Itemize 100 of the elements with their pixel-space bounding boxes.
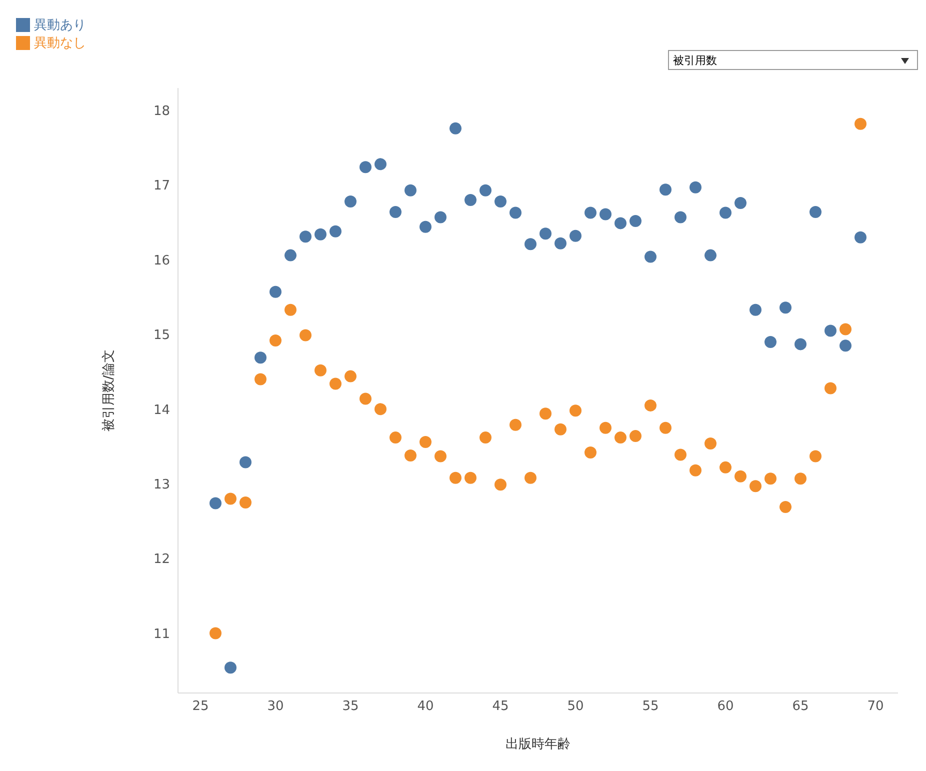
point — [210, 497, 222, 510]
point — [630, 214, 642, 227]
point — [600, 208, 612, 220]
x-axis-title: 出版時年齢 — [506, 737, 570, 752]
y-tick-label: 16 — [153, 253, 170, 268]
point — [270, 334, 282, 346]
point — [540, 228, 552, 240]
x-tick-label: 60 — [717, 699, 734, 714]
legend-label: 異動なし — [34, 36, 86, 51]
point — [360, 392, 372, 405]
point — [224, 492, 236, 505]
point — [854, 118, 866, 130]
x-tick-label: 55 — [642, 699, 659, 714]
point — [314, 364, 326, 376]
point — [780, 302, 792, 314]
point — [434, 211, 446, 224]
point — [810, 206, 822, 218]
y-tick-label: 14 — [153, 402, 170, 418]
point — [510, 206, 522, 219]
point — [464, 472, 476, 484]
point — [450, 472, 462, 484]
point — [300, 230, 312, 243]
point — [644, 399, 656, 412]
point — [734, 470, 746, 482]
point — [480, 432, 492, 444]
point — [554, 423, 566, 436]
point — [660, 422, 672, 434]
point — [644, 250, 656, 263]
point — [840, 340, 852, 352]
point — [764, 472, 776, 485]
point — [494, 196, 506, 208]
point — [750, 480, 762, 492]
x-tick-label: 45 — [492, 699, 509, 714]
point — [524, 238, 536, 250]
point — [374, 158, 386, 170]
point — [240, 456, 252, 468]
point — [270, 286, 282, 298]
point — [254, 373, 266, 386]
point — [330, 225, 342, 238]
point — [284, 304, 296, 316]
point — [704, 438, 716, 450]
point — [360, 161, 372, 174]
point — [780, 501, 792, 514]
y-tick-label: 13 — [153, 477, 170, 492]
y-tick-label: 18 — [153, 104, 170, 120]
point — [824, 382, 836, 394]
y-tick-label: 11 — [153, 626, 170, 642]
point — [240, 496, 252, 509]
point — [344, 370, 356, 382]
point — [420, 436, 432, 448]
point — [344, 196, 356, 208]
point — [810, 450, 822, 462]
point — [224, 662, 236, 674]
legend-label: 異動あり — [34, 18, 86, 33]
point — [734, 197, 746, 210]
point — [314, 228, 326, 240]
point — [750, 304, 762, 316]
x-tick-label: 50 — [567, 699, 584, 714]
dropdown-field: 被引用数 — [668, 50, 918, 70]
point — [764, 336, 776, 348]
point — [584, 446, 596, 458]
point — [390, 432, 402, 444]
point — [210, 627, 222, 640]
point — [554, 237, 566, 250]
point — [660, 184, 672, 196]
point — [254, 352, 266, 364]
x-tick-label: 65 — [792, 699, 809, 714]
point — [854, 231, 866, 244]
x-tick-label: 25 — [192, 699, 209, 714]
point — [794, 338, 806, 350]
point — [570, 230, 582, 242]
point — [510, 418, 522, 431]
point — [330, 378, 342, 390]
point — [494, 478, 506, 491]
x-tick-label: 30 — [267, 699, 284, 714]
x-tick-label: 35 — [342, 699, 359, 714]
point — [404, 184, 416, 196]
point — [674, 448, 686, 461]
point — [374, 403, 386, 416]
point — [390, 206, 402, 218]
point — [464, 194, 476, 206]
point — [434, 450, 446, 462]
point — [720, 461, 732, 474]
point — [540, 408, 552, 420]
x-tick-label: 70 — [867, 699, 884, 714]
point — [794, 472, 806, 485]
point — [614, 432, 626, 444]
point — [690, 464, 702, 476]
point — [824, 324, 836, 337]
point — [690, 181, 702, 194]
y-tick-label: 15 — [153, 328, 170, 344]
point — [704, 249, 716, 262]
point — [480, 184, 492, 196]
y-tick-label: 12 — [153, 552, 170, 568]
point — [570, 404, 582, 417]
point — [404, 449, 416, 462]
point — [450, 122, 462, 134]
point — [420, 220, 432, 233]
point — [840, 323, 852, 336]
x-tick-label: 40 — [417, 699, 434, 714]
